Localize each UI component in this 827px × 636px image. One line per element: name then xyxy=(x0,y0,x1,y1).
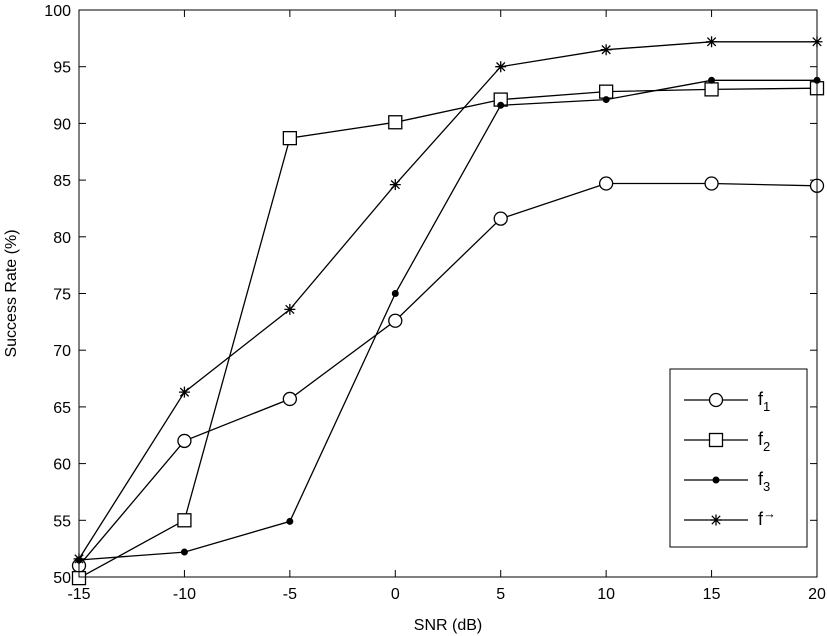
data-point xyxy=(710,514,722,526)
data-point xyxy=(602,96,610,104)
data-point xyxy=(388,115,403,130)
series-3 xyxy=(75,76,821,564)
x-tick-label: 20 xyxy=(808,586,826,603)
data-point xyxy=(493,211,508,226)
legend-item: f2 xyxy=(684,429,770,454)
x-tick-label: -5 xyxy=(283,586,297,603)
legend-label: f2 xyxy=(758,429,770,454)
y-tick-label: 90 xyxy=(53,116,71,133)
series-2 xyxy=(71,81,825,586)
series-line xyxy=(78,41,817,560)
legend: f1 f2 f3 f→ xyxy=(669,368,808,548)
legend-label: f→ xyxy=(758,506,776,529)
data-point xyxy=(704,82,719,97)
y-tick-label: 60 xyxy=(53,457,71,474)
y-tick-label: 50 xyxy=(53,570,71,587)
data-point xyxy=(706,36,718,48)
data-point xyxy=(282,391,298,407)
y-tick-label: 80 xyxy=(53,230,71,247)
data-point xyxy=(177,433,192,449)
y-tick-label: 75 xyxy=(53,287,71,304)
legend-item: f3 xyxy=(684,469,770,494)
x-tick-label: 5 xyxy=(496,586,505,603)
data-point xyxy=(598,176,614,191)
data-point xyxy=(497,101,505,109)
data-point xyxy=(389,179,401,191)
data-point xyxy=(178,386,190,398)
y-tick-label: 95 xyxy=(53,60,71,77)
data-point xyxy=(600,44,612,56)
x-tick-label: 10 xyxy=(597,586,615,603)
y-tick-label: 70 xyxy=(53,343,71,360)
y-tick-label: 65 xyxy=(53,400,71,417)
data-point xyxy=(708,432,724,448)
y-tick-label: 55 xyxy=(53,513,71,530)
plot-frame xyxy=(78,9,818,578)
data-point xyxy=(388,313,403,328)
data-point xyxy=(391,290,399,297)
data-point xyxy=(282,130,298,146)
x-tick-label: -15 xyxy=(67,586,90,603)
data-point xyxy=(712,476,720,484)
x-tick-label: 0 xyxy=(391,586,400,603)
data-point xyxy=(177,513,192,528)
series-line xyxy=(78,87,818,579)
data-point xyxy=(180,548,188,556)
x-tick-label: 15 xyxy=(703,586,721,603)
data-point xyxy=(495,61,507,73)
legend-box xyxy=(669,368,808,548)
legend-item: f1 xyxy=(684,389,770,414)
data-point xyxy=(704,176,719,191)
series-line xyxy=(78,79,817,561)
x-axis-label: SNR (dB) xyxy=(414,617,482,634)
data-point xyxy=(286,517,294,525)
data-point xyxy=(284,303,296,315)
legend-item: f→ xyxy=(684,506,776,529)
legend-label: f1 xyxy=(758,389,770,414)
legend-label: f3 xyxy=(758,469,770,494)
y-axis-label: Success Rate (%) xyxy=(3,229,20,357)
data-point xyxy=(708,76,716,84)
series-line xyxy=(78,182,818,567)
y-tick-label: 100 xyxy=(44,3,71,20)
x-tick-label: -10 xyxy=(173,586,196,603)
data-point xyxy=(708,392,724,408)
y-tick-label: 85 xyxy=(53,173,71,190)
